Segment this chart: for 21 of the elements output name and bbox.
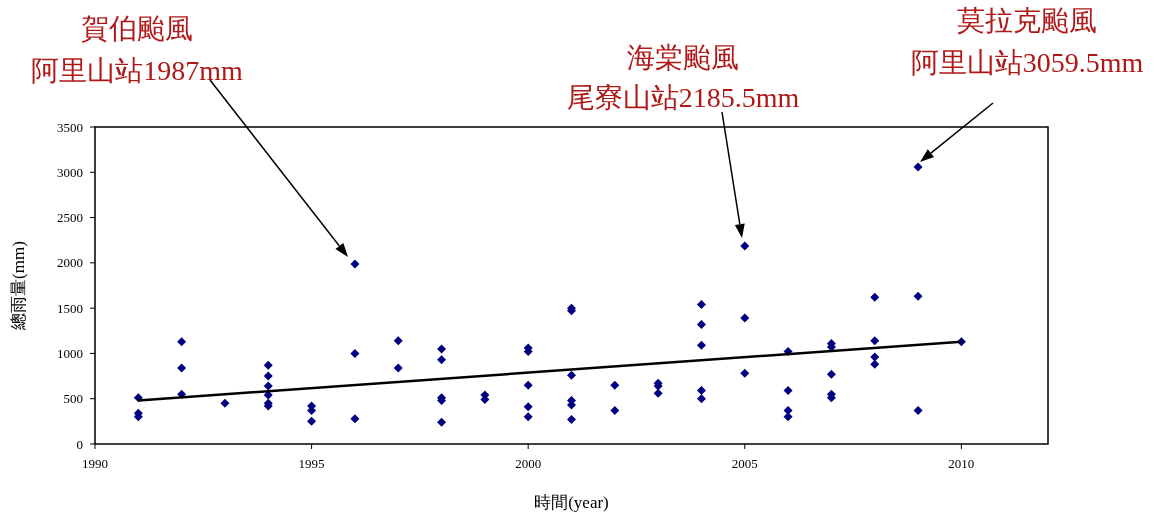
- text: 莫拉克颱風: [957, 4, 1097, 36]
- x-tick-label: 1995: [298, 456, 325, 471]
- x-axis-title: 時間(year): [534, 493, 609, 512]
- y-tick-label: 3500: [57, 119, 83, 135]
- y-axis-title: 總雨量(mm): [9, 241, 28, 331]
- y-tick-label: 0: [76, 436, 83, 452]
- x-tick-label: 2000: [515, 456, 542, 471]
- y-tick-label: 2000: [57, 255, 83, 271]
- text: 尾寮山站2185.5mm: [566, 81, 800, 113]
- text: 海棠颱風: [627, 41, 739, 73]
- text: 阿里山站3059.5mm: [910, 46, 1144, 78]
- x-tick-label: 1990: [82, 456, 108, 471]
- y-tick-label: 2500: [57, 210, 83, 226]
- text: 賀伯颱風: [81, 12, 193, 44]
- text: 阿里山站1987mm: [31, 54, 243, 86]
- y-tick-label: 1000: [57, 345, 83, 361]
- y-tick-label: 1500: [57, 300, 83, 316]
- x-tick-label: 2005: [731, 456, 758, 471]
- y-tick-label: 500: [63, 391, 83, 407]
- x-tick-label: 2010: [948, 456, 975, 471]
- y-tick-label: 3000: [57, 164, 83, 180]
